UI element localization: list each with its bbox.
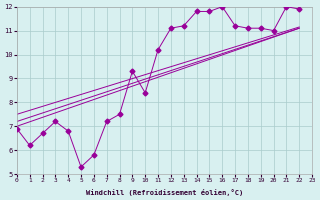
X-axis label: Windchill (Refroidissement éolien,°C): Windchill (Refroidissement éolien,°C)	[86, 189, 243, 196]
